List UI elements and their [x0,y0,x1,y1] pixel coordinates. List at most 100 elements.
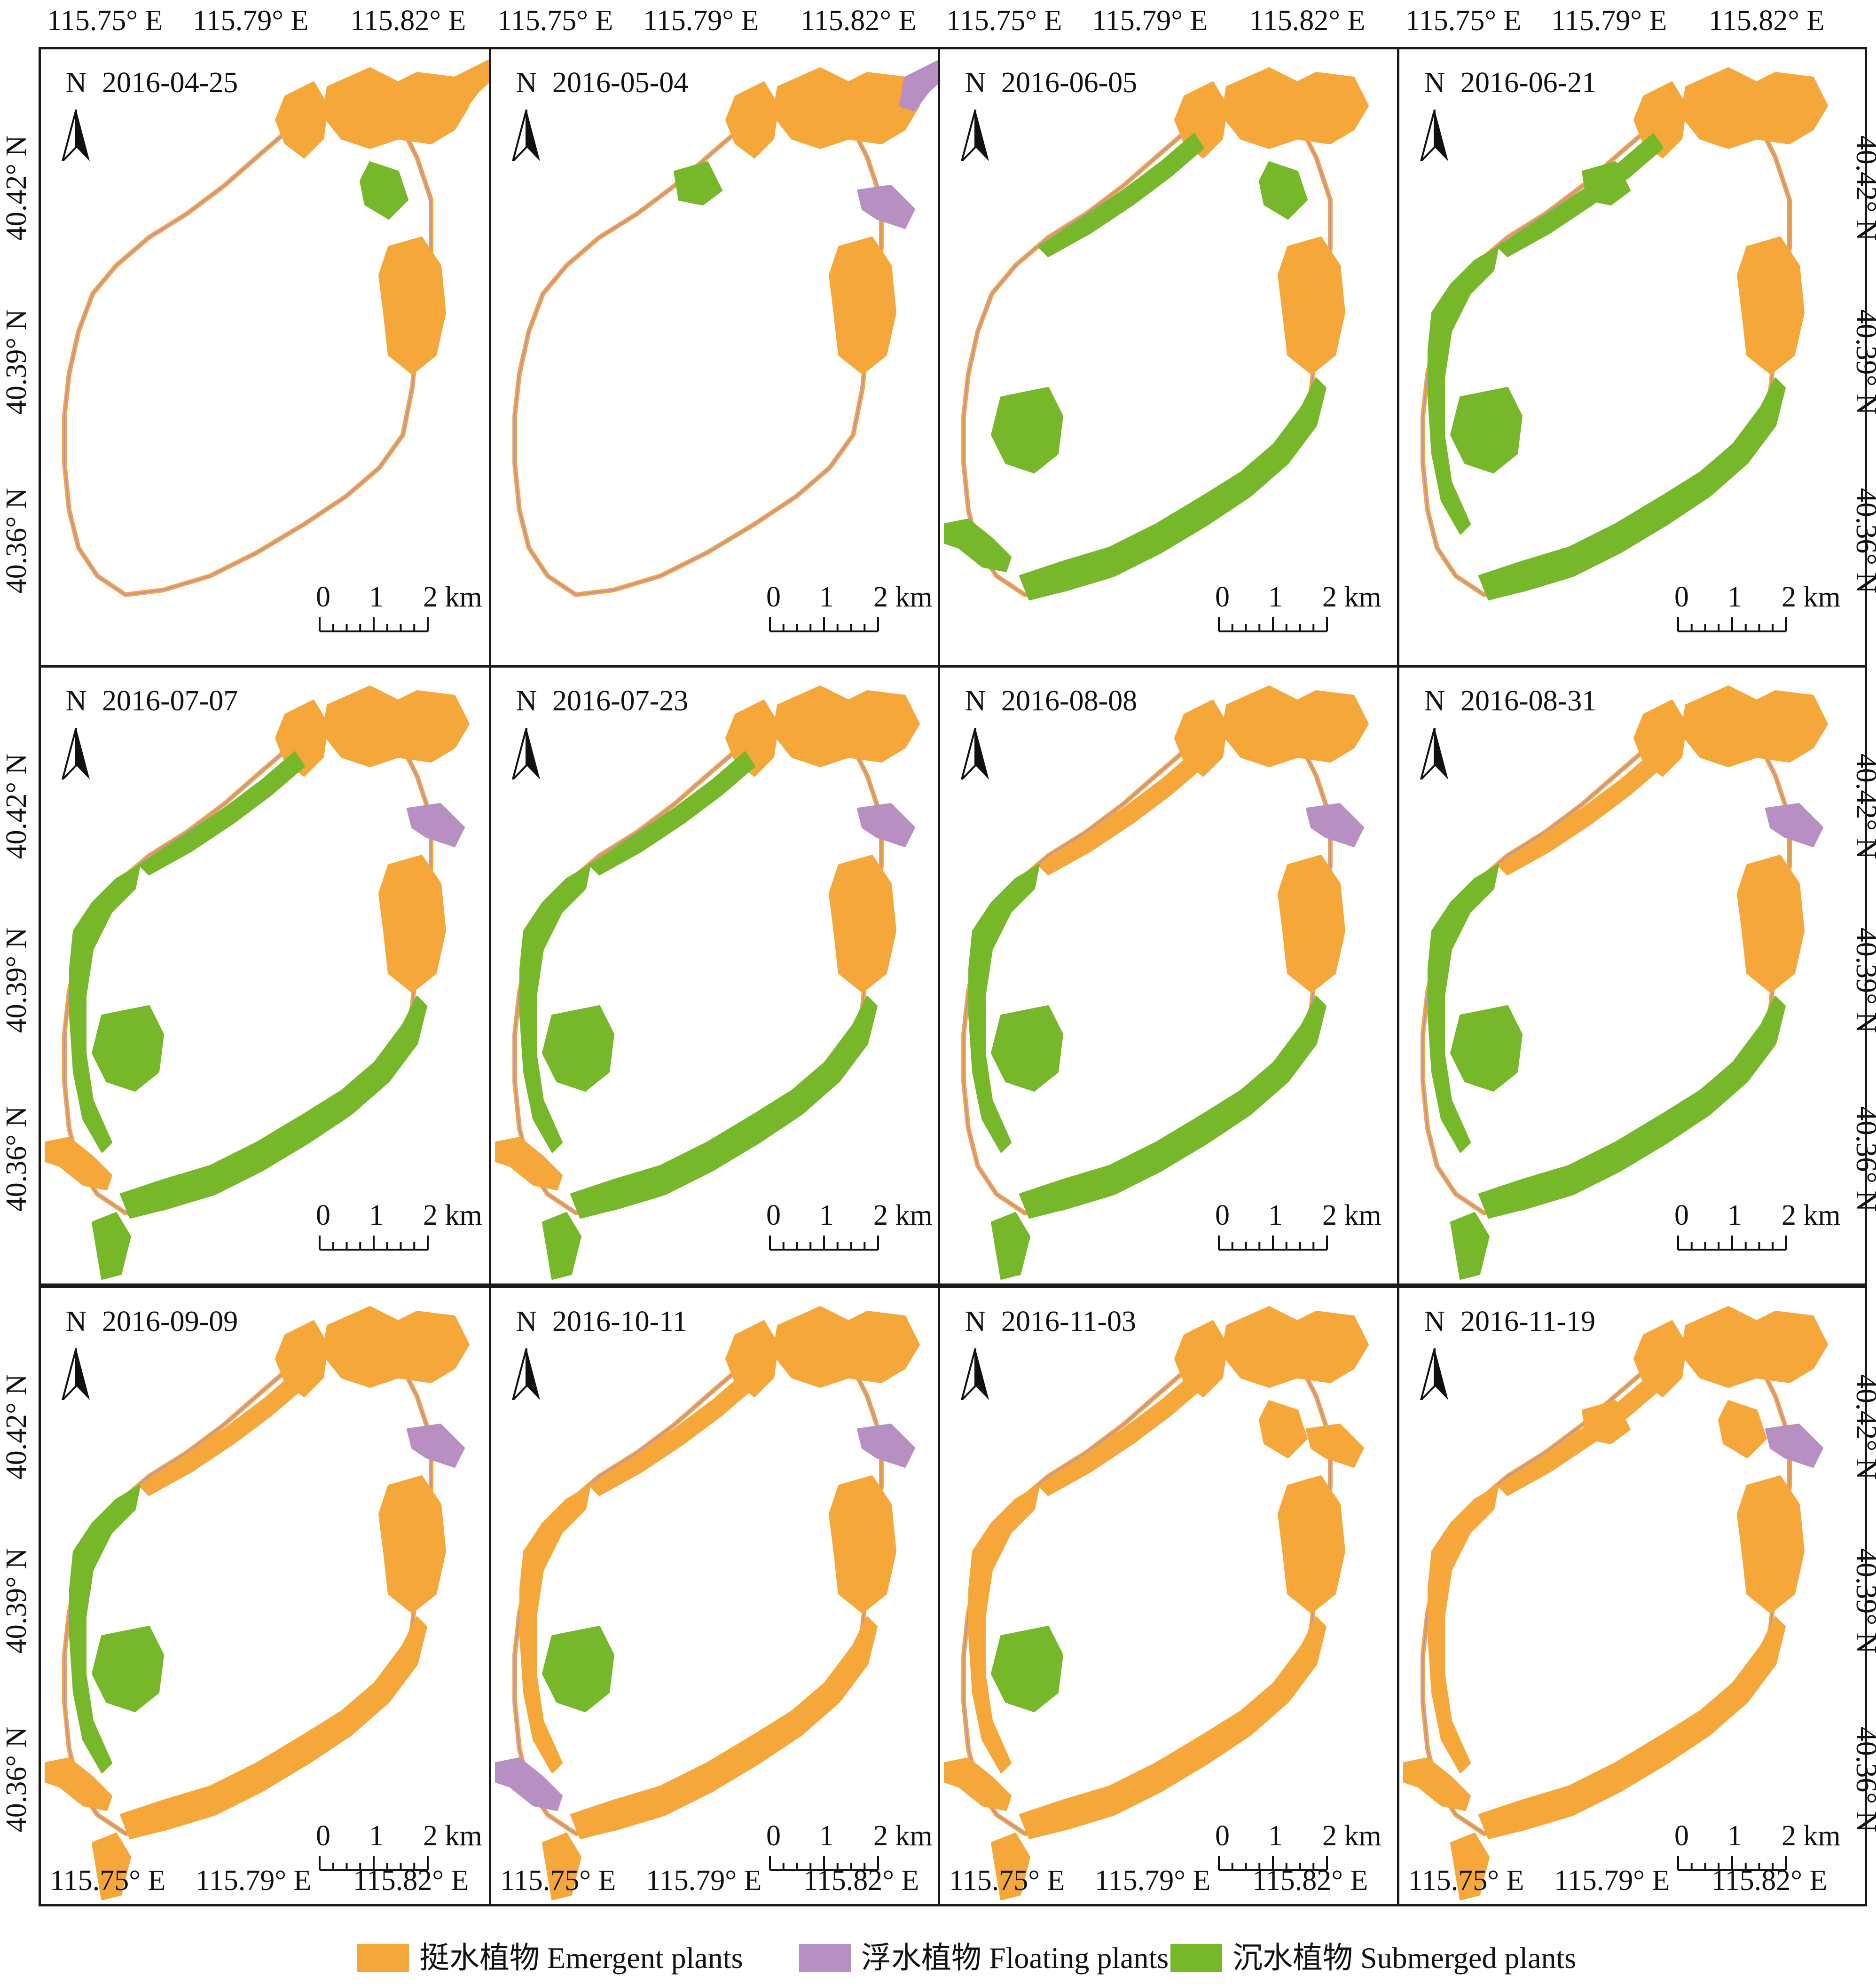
scale-bar-ticks [769,1856,879,1871]
scale-label: 0 [766,1820,781,1852]
vegetation-map [45,685,470,1280]
panel-date: 2016-11-19 [1460,1306,1595,1338]
scale-bar-ticks [769,1236,879,1251]
north-arrow-icon [961,1348,989,1400]
vegetation-patch-submerged [92,1212,131,1280]
vegetation-patch-submerged [968,864,1040,1153]
panel-date: 2016-08-08 [1001,685,1138,717]
scale-label: 2 km [1782,581,1841,613]
legend-item: 沉水植物 Submerged plants [1170,1937,1576,1979]
scale-label: 2 km [873,581,933,613]
vegetation-patch-submerged [69,864,141,1153]
lon-tick-bottom: 115.79° E [1095,1865,1211,1897]
vegetation-map [944,1306,1369,1900]
vegetation-patch-submerged [1582,161,1631,205]
north-arrow-icon [62,1348,90,1400]
vegetation-patch-emergent [1718,1400,1767,1458]
vegetation-patch-submerged [69,1485,141,1773]
north-label: N [1424,1306,1445,1338]
lat-tick-left: 40.39° N [0,927,32,1033]
vegetation-patch-emergent [1428,1485,1499,1773]
vegetation-patch-emergent [275,81,329,158]
north-label: N [65,685,87,717]
lon-tick-top: 115.79° E [1092,5,1208,37]
lat-tick-right: 40.39° N [1850,309,1876,415]
vegetation-patch-submerged [1428,246,1499,535]
vegetation-patch-emergent [772,67,920,149]
vegetation-patch-floating [1306,803,1364,847]
vegetation-patch-emergent [968,1485,1040,1773]
lat-tick-left: 40.36° N [0,488,32,594]
north-arrow: N [954,685,997,840]
north-label: N [965,1306,986,1338]
vegetation-patch-emergent [1497,751,1664,875]
scale-label: 1 [1727,581,1742,613]
scale-bar: 0 1 2 km [761,1199,954,1255]
scale-label: 0 [1215,1199,1230,1231]
lon-tick-bottom: 115.82° E [803,1865,919,1897]
lon-tick-bottom: 115.79° E [1554,1865,1670,1897]
vegetation-patch-submerged [542,1626,614,1712]
scale-bar-ticks [319,1856,429,1871]
vegetation-patch-floating [407,803,465,847]
scale-bar-ticks [1677,1856,1787,1871]
north-arrow: N [505,66,548,221]
lon-tick-top: 115.79° E [193,5,309,37]
lon-tick-bottom: 115.79° E [196,1865,312,1897]
panel-date: 2016-10-11 [552,1306,687,1338]
map-panel: N 2016-07-23 0 1 2 km [489,665,959,1286]
vegetation-patch-emergent [45,1137,112,1190]
map-panel: N 2016-09-09 0 1 2 km [39,1286,509,1906]
scale-label: 0 [766,581,781,613]
scale-label: 0 [1674,1199,1689,1231]
map-panel: N 2016-11-03 0 1 2 km [938,1286,1408,1906]
lon-tick-bottom: 115.82° E [1711,1865,1828,1897]
vegetation-patch-emergent [1478,1616,1786,1839]
north-arrow-icon [1420,728,1448,779]
scale-label: 2 km [423,581,482,613]
map-panel: N 2016-05-04 0 1 2 km [489,47,959,668]
vegetation-patch-emergent [378,236,446,375]
scale-bar: 0 1 2 km [311,1819,504,1876]
scale-bar: 0 1 2 km [761,1819,954,1876]
vegetation-map [495,1306,920,1900]
vegetation-patch-floating [857,803,915,847]
scale-bar-ticks [1218,1856,1328,1871]
vegetation-patch-floating [1765,1424,1823,1468]
vegetation-patch-emergent [1737,1475,1805,1614]
vegetation-patch-emergent [1680,1306,1828,1388]
scale-label: 0 [316,1199,330,1231]
panel-date: 2016-06-21 [1460,67,1597,99]
vegetation-map [961,685,1369,1280]
map-panel: N 2016-10-11 0 1 2 km [489,1286,959,1906]
vegetation-patch-submerged [1450,1005,1523,1092]
scale-label: 2 km [873,1199,933,1231]
vegetation-map [1421,67,1828,600]
scale-label: 1 [819,1820,834,1852]
lat-tick-left: 40.39° N [0,309,32,415]
vegetation-patch-submerged [991,387,1063,473]
lat-tick-right: 40.39° N [1850,927,1876,1033]
lon-tick-top: 115.75° E [946,5,1062,37]
vegetation-patch-submerged [1450,1212,1490,1280]
vegetation-patch-floating [495,1757,563,1811]
vegetation-patch-emergent [1403,1757,1471,1811]
scale-label: 2 km [1322,581,1381,613]
lat-tick-right: 40.36° N [1850,1106,1876,1212]
north-arrow: N [505,685,548,840]
vegetation-map [1403,1306,1828,1900]
north-arrow-icon [961,728,989,779]
scale-label: 1 [1727,1820,1742,1852]
vegetation-patch-submerged [1019,378,1327,600]
north-label: N [1424,67,1445,99]
vegetation-patch-emergent [570,1616,878,1839]
north-arrow: N [55,1305,97,1460]
north-label: N [516,67,537,99]
vegetation-patch-emergent [772,1306,920,1388]
vegetation-patch-emergent [378,1475,446,1614]
scale-label: 1 [1268,1199,1283,1231]
vegetation-map [512,58,955,597]
scale-bar-ticks [319,1236,429,1251]
purple-swatch [799,1944,851,1972]
